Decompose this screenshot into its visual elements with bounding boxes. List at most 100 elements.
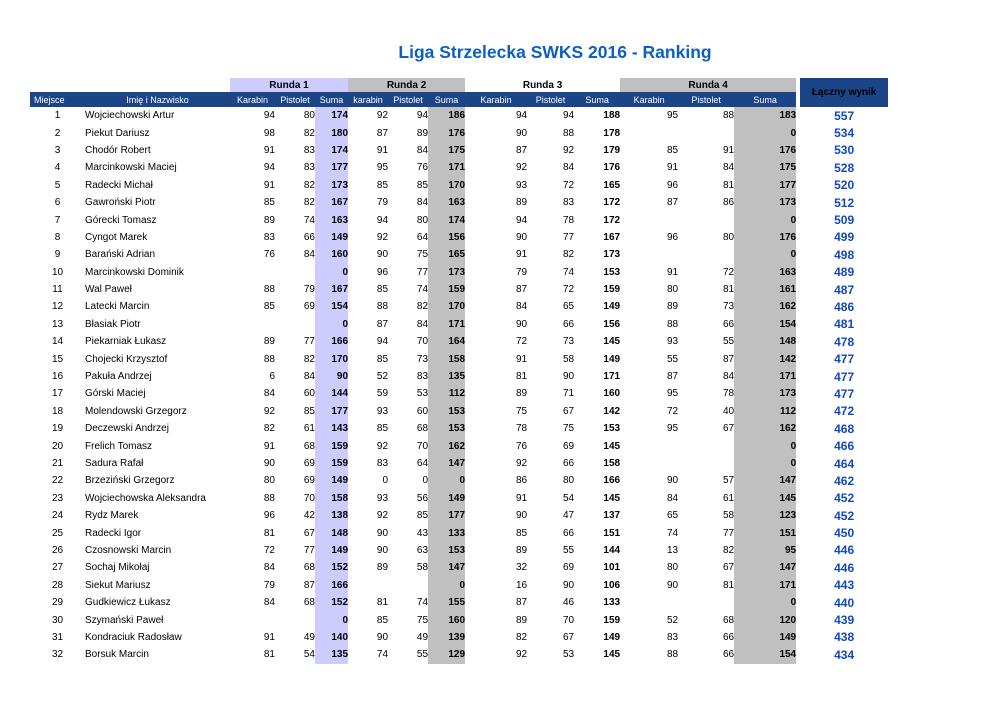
score-cell: 90	[562, 371, 575, 383]
round4-group-header: Runda 4	[620, 78, 797, 92]
place-cell: 30	[51, 614, 64, 626]
score-cell: 94	[263, 110, 275, 122]
score-cell: 84	[416, 197, 429, 209]
round1-pistolet-header: Pistolet	[275, 92, 315, 107]
score-cell: 84	[263, 597, 275, 609]
suma-cell: 167	[315, 193, 349, 212]
score-cell: 86	[722, 197, 735, 209]
score-cell	[620, 455, 678, 472]
suma-cell: 186	[428, 107, 466, 125]
score-cell: 69	[303, 475, 315, 487]
score-cell: 80	[722, 231, 735, 243]
suma-cell: 149	[315, 472, 349, 490]
name-cell: Gawroński Piotr	[85, 197, 156, 209]
total-cell: 534	[834, 126, 855, 141]
name-cell: Wal Paweł	[85, 284, 132, 296]
total-cell: 557	[834, 108, 855, 123]
total-cell: 520	[834, 178, 855, 193]
suma-cell: 147	[428, 454, 466, 473]
place-cell: 19	[51, 423, 64, 435]
place-cell: 3	[54, 144, 61, 156]
suma-cell: 177	[315, 159, 349, 177]
score-cell	[620, 246, 678, 263]
column-gap	[796, 92, 800, 107]
score-cell: 69	[562, 440, 575, 452]
score-cell: 78	[722, 388, 735, 400]
table-row: 3 Chodór Robert 91 83 174 91 84 175 87 92 179 85 91 1…	[30, 141, 888, 160]
name-cell: Czosnowski Marcin	[85, 544, 172, 556]
score-cell: 53	[562, 649, 575, 661]
score-cell: 96	[376, 266, 389, 278]
score-cell: 81	[376, 597, 389, 609]
score-cell: 87	[515, 284, 528, 296]
suma-cell: 101	[603, 562, 621, 574]
suma-cell: 175	[734, 159, 797, 177]
score-cell	[620, 594, 678, 611]
suma-cell: 178	[603, 127, 621, 139]
score-cell: 91	[263, 144, 275, 156]
table-row: 10 Marcinkowski Dominik 0 96 77 173 79 74 153 91 7…	[30, 263, 888, 281]
suma-cell: 145	[603, 336, 621, 348]
table-row: 2 Piekut Dariusz 98 82 180 87 89 176 90 88 178 0 534	[30, 124, 888, 142]
score-cell: 66	[722, 631, 735, 643]
table-row: 29 Gudkiewicz Łukasz 84 68 152 81 74 155 87 46 133…	[30, 593, 888, 612]
score-cell: 57	[722, 475, 735, 487]
score-cell: 81	[263, 527, 275, 539]
name-cell: Górecki Tomasz	[85, 214, 157, 226]
suma-cell: 162	[734, 298, 797, 316]
suma-cell: 176	[603, 162, 621, 174]
round2-group-header: Runda 2	[348, 78, 466, 92]
score-cell: 82	[303, 127, 315, 139]
score-cell: 64	[416, 231, 429, 243]
score-cell: 82	[562, 249, 575, 261]
suma-cell: 183	[734, 107, 797, 125]
table-row: 6 Gawroński Piotr 85 82 167 79 84 163 89 83 172 87 8…	[30, 193, 888, 212]
suma-cell: 177	[734, 176, 797, 194]
place-cell: 17	[51, 388, 64, 400]
table-row: 1 Wojciechowski Artur 94 80 174 92 94 186 94 94 18…	[30, 107, 888, 125]
score-cell: 85	[376, 179, 389, 191]
score-cell: 66	[722, 318, 735, 330]
suma-cell: 139	[428, 628, 466, 647]
suma-cell: 144	[315, 385, 349, 403]
suma-cell: 166	[603, 475, 621, 487]
score-cell: 88	[376, 301, 389, 313]
place-cell: 25	[51, 527, 64, 539]
name-cell: Radecki Michał	[85, 179, 153, 191]
suma-cell: 173	[734, 193, 797, 212]
suma-cell: 177	[428, 506, 466, 525]
score-cell: 84	[666, 492, 679, 504]
suma-cell: 165	[428, 246, 466, 264]
place-cell: 31	[51, 631, 64, 643]
score-cell	[678, 594, 734, 611]
score-cell: 94	[416, 110, 429, 122]
score-cell: 84	[562, 162, 575, 174]
suma-cell: 0	[734, 246, 797, 264]
score-cell: 90	[515, 510, 528, 522]
total-cell: 452	[834, 491, 855, 506]
table-row: 20 Frelich Tomasz 91 68 159 92 70 162 76 69 145 0 46…	[30, 437, 888, 455]
score-cell: 87	[376, 318, 389, 330]
suma-cell: 149	[734, 628, 797, 647]
score-cell: 68	[303, 597, 315, 609]
place-cell: 21	[51, 458, 64, 469]
score-cell: 93	[376, 405, 389, 417]
score-cell: 67	[562, 631, 575, 643]
suma-cell: 147	[734, 472, 797, 490]
score-cell: 85	[263, 301, 275, 313]
score-cell: 92	[376, 510, 389, 522]
score-cell: 73	[562, 336, 575, 348]
score-cell: 82	[303, 353, 315, 365]
suma-cell: 158	[428, 350, 466, 368]
score-cell: 72	[515, 336, 528, 348]
suma-cell: 153	[428, 420, 466, 438]
total-cell: 487	[834, 282, 855, 297]
table-row: 12 Latecki Marcin 85 69 154 88 82 170 84 65 149 89 7…	[30, 298, 888, 316]
score-cell: 81	[722, 579, 735, 591]
place-cell: 8	[54, 231, 61, 243]
place-cell: 13	[51, 318, 64, 330]
round1-karabin-header: Karabin	[230, 92, 275, 107]
suma-cell: 165	[603, 179, 621, 191]
score-cell: 82	[722, 544, 735, 556]
score-cell: 85	[376, 614, 389, 626]
